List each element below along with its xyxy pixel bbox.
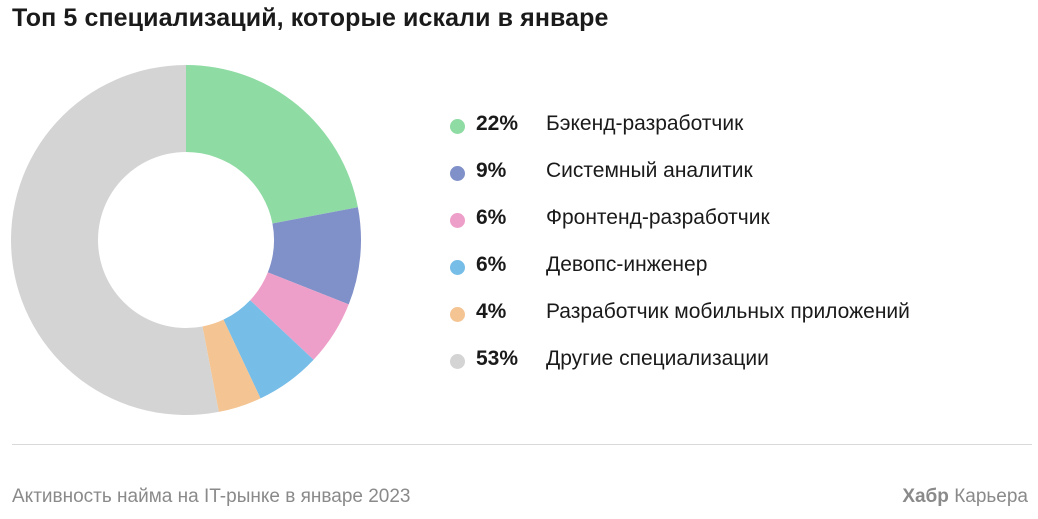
legend-label: Другие специализации [546,347,769,370]
legend-label: Бэкенд-разработчик [546,112,744,135]
legend-swatch [450,260,465,275]
donut-slice-1 [267,207,361,305]
chart-title: Топ 5 специализаций, которые искали в ян… [12,4,609,32]
footer-divider [12,444,1032,445]
legend-value: 9% [476,159,507,182]
legend-swatch [450,119,465,134]
legend-label: Фронтенд-разработчик [546,206,770,229]
donut-slice-3 [223,300,314,399]
legend-value: 6% [476,206,507,229]
legend-value: 6% [476,253,507,276]
legend-label: Разработчик мобильных приложений [546,300,910,323]
brand-logo: Хабр Карьера [902,486,1028,508]
legend-label: Системный аналитик [546,159,753,182]
source-caption: Активность найма на IT-рынке в январе 20… [12,486,411,507]
donut-chart [11,65,361,415]
legend-swatch [450,354,465,369]
legend-swatch [450,213,465,228]
brand-name: Хабр [902,486,949,507]
legend-swatch [450,166,465,181]
legend-swatch [450,307,465,322]
legend-label: Девопс-инженер [546,253,708,276]
donut-slice-4 [202,319,261,412]
brand-suffix: Карьера [954,486,1028,507]
donut-slice-5 [11,65,219,415]
legend-value: 4% [476,300,507,323]
donut-slice-2 [250,272,349,360]
legend-value: 53% [476,347,519,370]
donut-slice-0 [186,65,358,224]
legend-value: 22% [476,112,519,135]
